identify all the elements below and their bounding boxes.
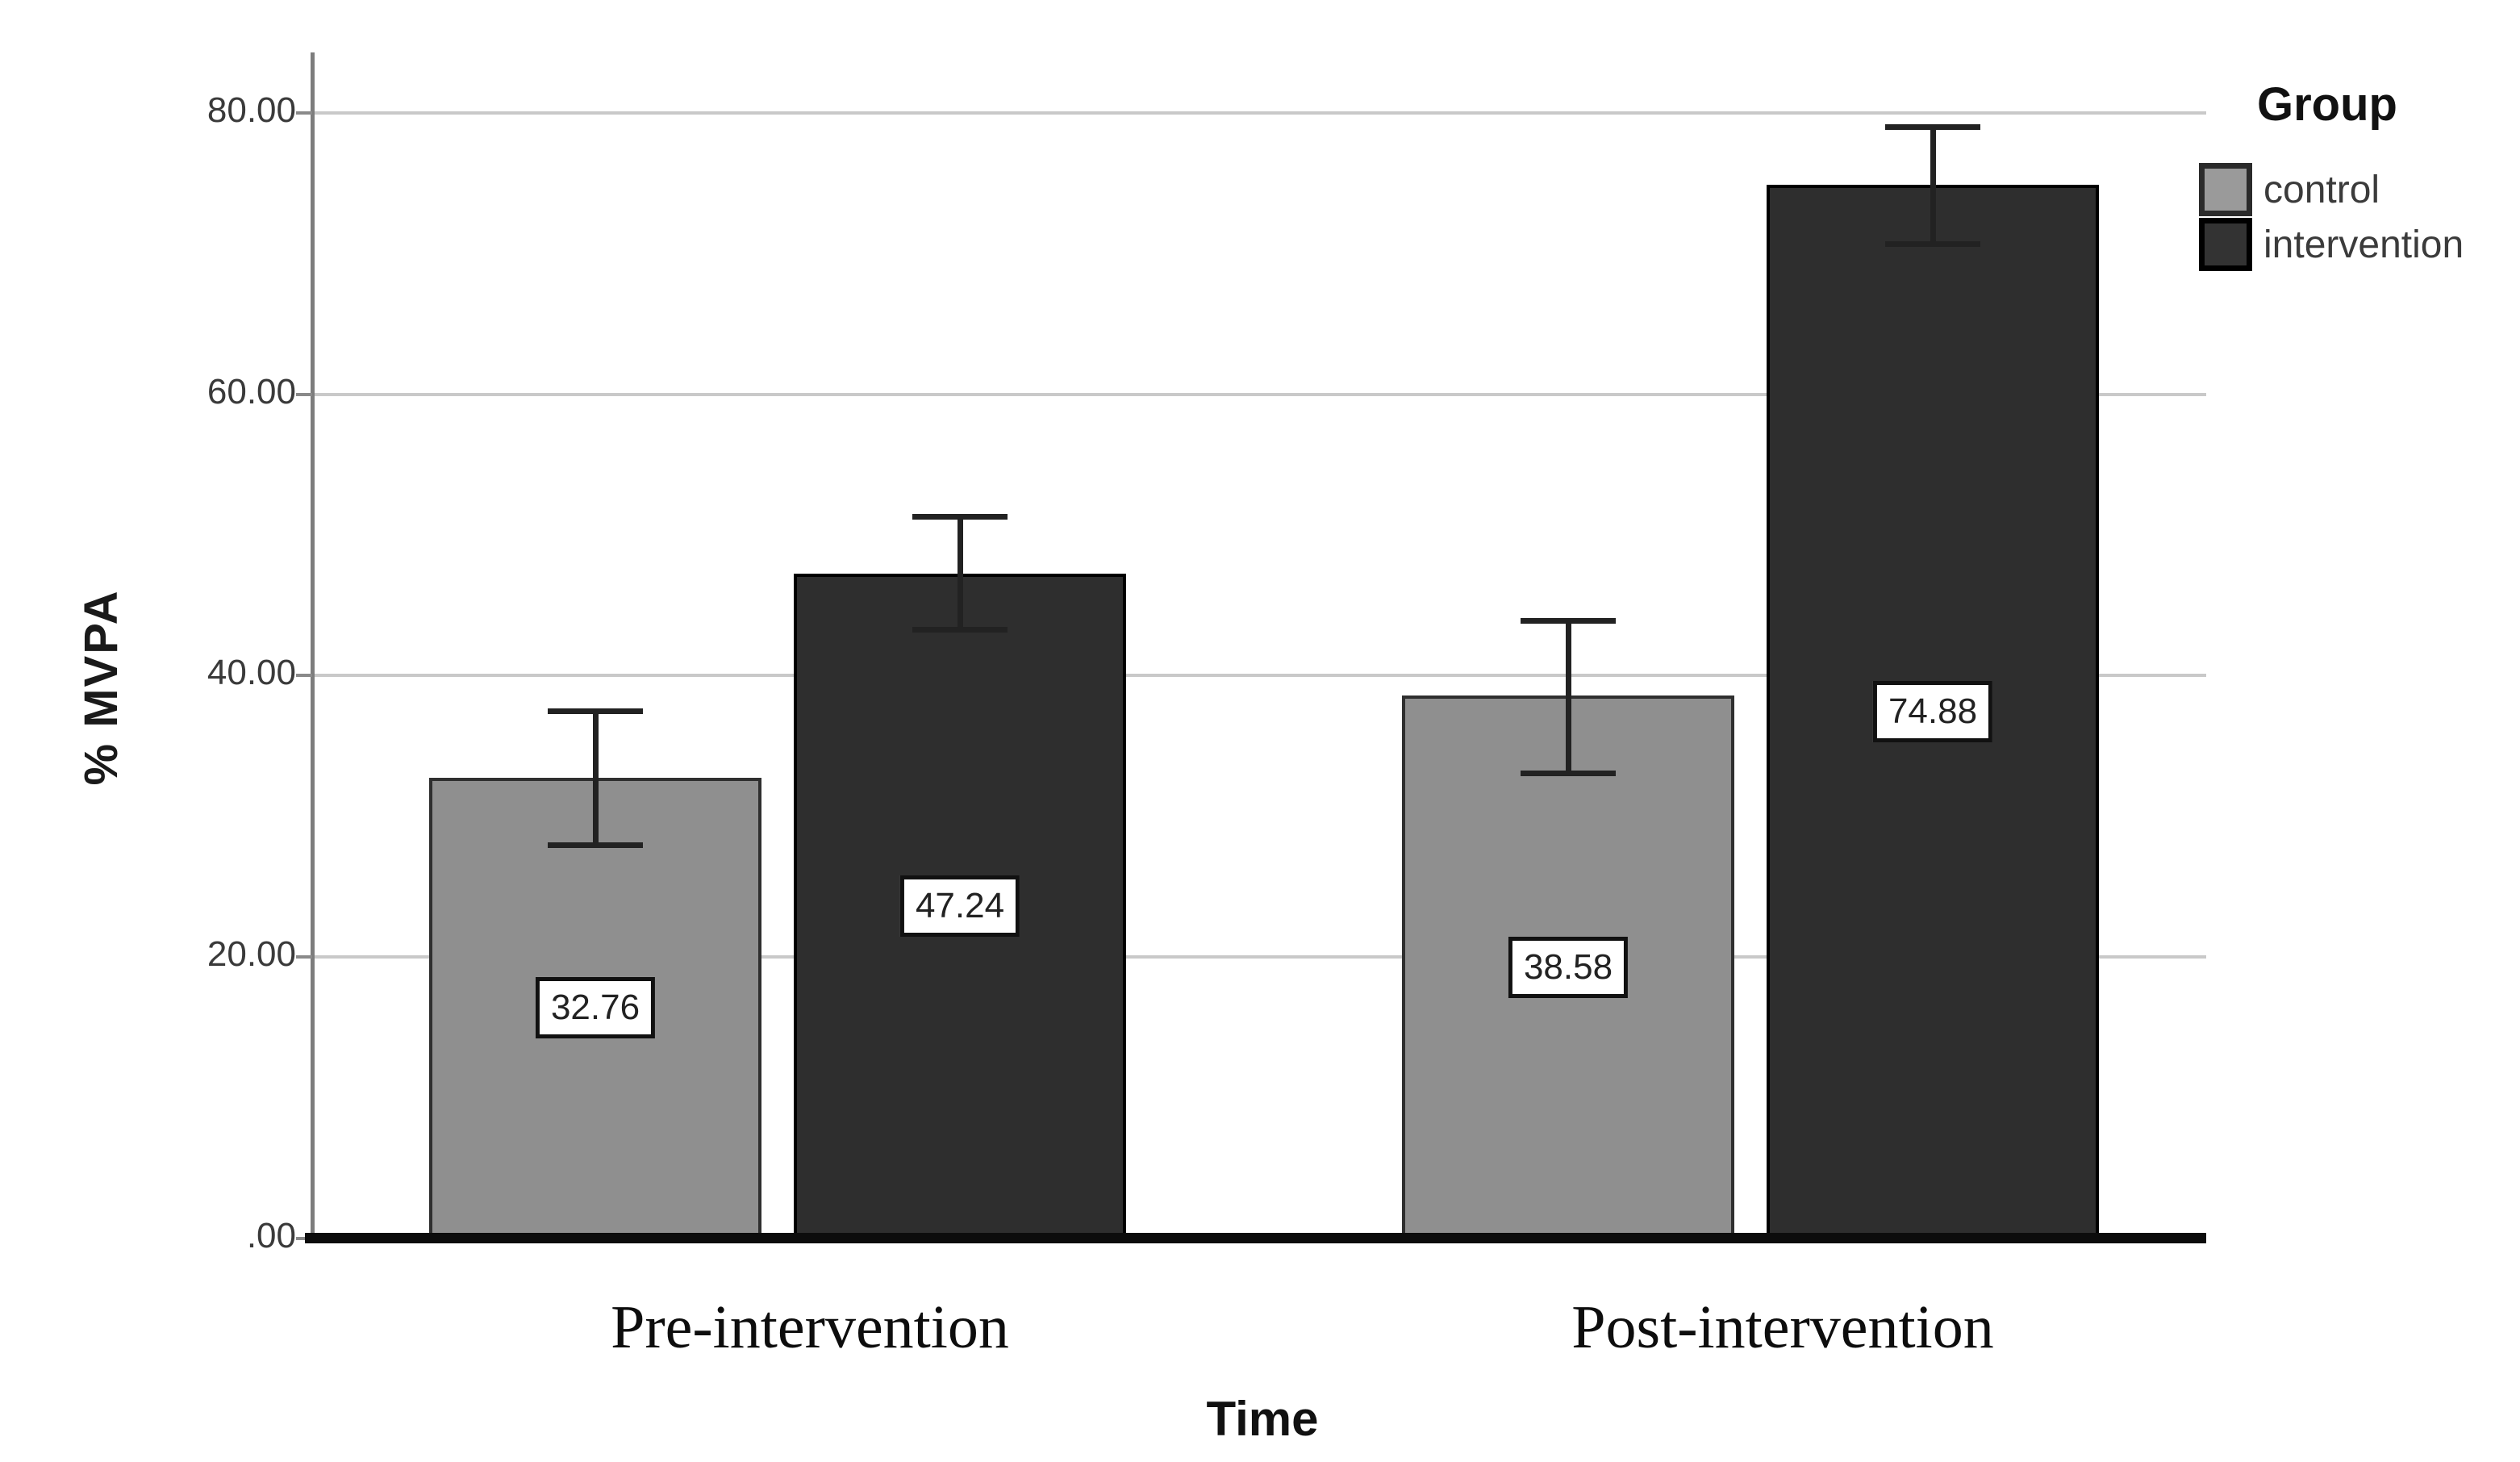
error-bar-cap-top xyxy=(1521,618,1616,624)
y-tick-label: 80.00 xyxy=(207,90,296,130)
bar-value-label: 47.24 xyxy=(899,875,1020,938)
x-category-label-pre: Pre-intervention xyxy=(611,1293,1009,1361)
error-bar-line xyxy=(1930,127,1936,244)
error-bar-cap-top xyxy=(548,708,643,715)
y-tick-label: 20.00 xyxy=(207,934,296,975)
legend-title: Group xyxy=(2257,78,2397,131)
error-bar-cap-bottom xyxy=(1885,241,1980,248)
y-tick-mark xyxy=(296,674,312,678)
y-tick-mark xyxy=(296,955,312,959)
legend-label-control: control xyxy=(2263,168,2380,211)
x-axis-title: Time xyxy=(1206,1392,1319,1446)
error-bar-cap-top xyxy=(912,514,1008,520)
error-bar-cap-bottom xyxy=(912,626,1008,633)
legend: Group control intervention xyxy=(2199,77,2514,272)
error-bar-line xyxy=(958,516,963,629)
legend-item-intervention: intervention xyxy=(2199,217,2514,272)
legend-label-intervention: intervention xyxy=(2263,223,2464,266)
error-bar-cap-top xyxy=(1885,124,1980,131)
y-tick-label: .00 xyxy=(246,1216,296,1255)
gridline xyxy=(315,111,2206,115)
y-tick-mark xyxy=(296,392,312,396)
error-bar-line xyxy=(1566,620,1571,773)
gridline xyxy=(315,955,2206,959)
bar-value-label: 32.76 xyxy=(535,977,656,1039)
error-bar-cap-bottom xyxy=(1521,770,1616,776)
error-bar-cap-bottom xyxy=(548,842,643,848)
legend-item-control: control xyxy=(2199,162,2514,217)
x-category-label-post: Post-intervention xyxy=(1571,1293,1994,1361)
y-tick-mark xyxy=(296,1237,312,1240)
intervention-swatch-icon xyxy=(2199,218,2252,271)
y-tick-label: 60.00 xyxy=(207,371,296,411)
control-swatch-icon xyxy=(2199,163,2252,216)
gridline xyxy=(315,392,2206,396)
bar-value-label: 38.58 xyxy=(1508,936,1629,998)
error-bar-line xyxy=(593,711,599,845)
bar-value-label: 74.88 xyxy=(1872,681,1993,743)
gridline xyxy=(315,674,2206,678)
y-tick-mark xyxy=(296,111,312,115)
y-tick-label: 40.00 xyxy=(207,653,296,693)
plot-area: .00 20.00 40.00 60.00 80.00 32.76 38.58 47.24 74… xyxy=(207,52,2206,1255)
x-axis-baseline xyxy=(305,1233,2206,1243)
